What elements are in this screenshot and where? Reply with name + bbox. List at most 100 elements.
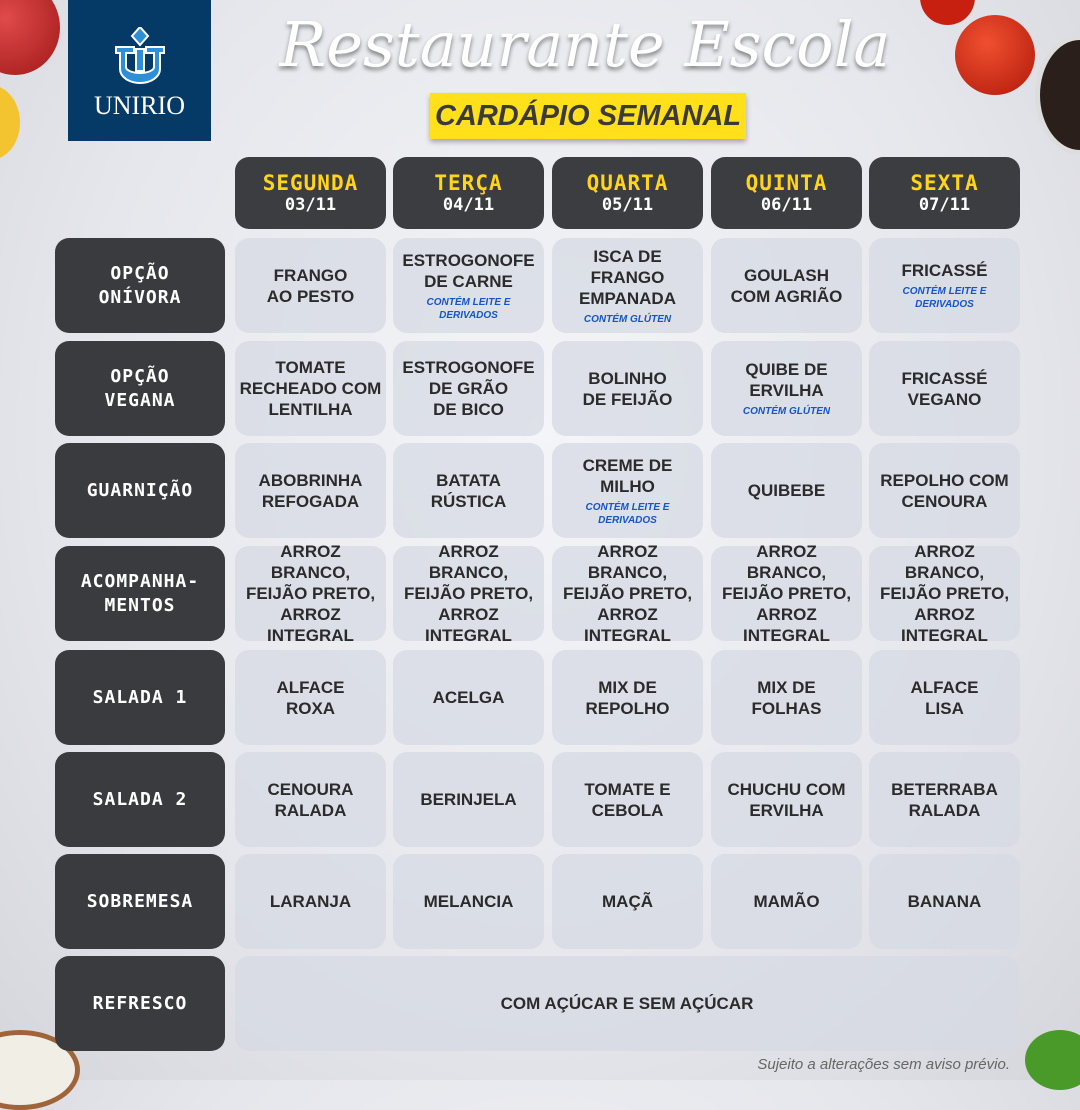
menu-cell: CENOURA RALADA	[235, 752, 386, 847]
dish-name: BANANA	[907, 892, 982, 911]
row-label: OPÇÃO ONÍVORA	[55, 238, 225, 333]
dish-name: TOMATE E CEBOLA	[584, 779, 671, 820]
dish-name: ALFACE LISA	[910, 677, 979, 718]
menu-cell: ESTROGONOFE DE GRÃO DE BICO	[393, 341, 544, 436]
dish-name: QUIBE DE ERVILHA	[745, 360, 828, 400]
dish-name: MAMÃO	[753, 892, 820, 911]
dish-name: ARROZ BRANCO, FEIJÃO PRETO, ARROZ INTEGR…	[562, 542, 693, 645]
menu-cell: MELANCIA	[393, 854, 544, 949]
dish-name: FRICASSÉ	[901, 261, 988, 280]
dish-name: BETERRABA RALADA	[891, 779, 998, 820]
refresco-cell: COM AÇÚCAR E SEM AÇÚCAR	[235, 956, 1019, 1051]
day-name: SEGUNDA	[262, 171, 359, 195]
menu-cell: GOULASH COM AGRIÃO	[711, 238, 862, 333]
menu-cell: ARROZ BRANCO, FEIJÃO PRETO, ARROZ INTEGR…	[235, 542, 386, 645]
menu-cell: ESTROGONOFE DE CARNE CONTÉM LEITE E DERIV…	[393, 238, 544, 333]
dish-name: QUIBEBE	[747, 481, 826, 500]
dish-name: FRANGO AO PESTO	[266, 265, 355, 306]
day-name: QUARTA	[586, 171, 669, 195]
dish-name: TOMATE RECHEADO COM LENTILHA	[239, 358, 382, 419]
day-name: SEXTA	[910, 171, 979, 195]
allergen-note: CONTÉM GLÚTEN	[742, 406, 831, 417]
dish-name: BATATA RÚSTICA	[430, 470, 507, 511]
day-date: 06/11	[760, 195, 813, 215]
dish-name: FRICASSÉ VEGANO	[901, 368, 988, 409]
refresco-text: COM AÇÚCAR E SEM AÇÚCAR	[500, 994, 754, 1013]
menu-cell: BANANA	[869, 854, 1020, 949]
dish-name: ESTROGONOFE DE CARNE	[402, 250, 535, 291]
dish-name: ESTROGONOFE DE GRÃO DE BICO	[402, 358, 535, 419]
row-label: SOBREMESA	[55, 854, 225, 949]
menu-cell: BOLINHO DE FEIJÃO	[552, 341, 703, 436]
dish-name: ABOBRINHA REFOGADA	[258, 470, 363, 511]
day-header: SEGUNDA 03/11	[235, 157, 386, 229]
menu-cell: MAMÃO	[711, 854, 862, 949]
logo-text: UNIRIO	[94, 91, 185, 120]
menu-cell: ARROZ BRANCO, FEIJÃO PRETO, ARROZ INTEGR…	[552, 542, 703, 645]
menu-cell: FRANGO AO PESTO	[235, 238, 386, 333]
menu-cell: QUIBEBE	[711, 443, 862, 538]
day-date: 05/11	[601, 195, 654, 215]
dish-name: ARROZ BRANCO, FEIJÃO PRETO, ARROZ INTEGR…	[245, 542, 376, 645]
menu-cell: ARROZ BRANCO, FEIJÃO PRETO, ARROZ INTEGR…	[393, 542, 544, 645]
menu-cell: CHUCHU COM ERVILHA	[711, 752, 862, 847]
menu-cell: ARROZ BRANCO, FEIJÃO PRETO, ARROZ INTEGR…	[711, 542, 862, 645]
menu-cell: ABOBRINHA REFOGADA	[235, 443, 386, 538]
dish-name: LARANJA	[269, 892, 352, 911]
dish-name: CREME DE MILHO	[582, 455, 673, 496]
pepper-bowl-decoration	[1035, 35, 1080, 155]
day-name: TERÇA	[434, 171, 503, 195]
dish-name: GOULASH COM AGRIÃO	[730, 265, 843, 306]
menu-cell: CREME DE MILHO CONTÉM LEITE E DERIVADOS	[552, 443, 703, 538]
menu-cell: FRICASSÉ VEGANO	[869, 341, 1020, 436]
menu-cell: ISCA DE FRANGO EMPANADA CONTÉM GLÚTEN	[552, 238, 703, 333]
menu-cell: LARANJA	[235, 854, 386, 949]
dish-name: ACELGA	[432, 688, 505, 707]
menu-cell: MAÇÃ	[552, 854, 703, 949]
dish-name: CENOURA RALADA	[267, 779, 354, 820]
day-header: TERÇA 04/11	[393, 157, 544, 229]
dish-name: REPOLHO COM CENOURA	[880, 470, 1009, 511]
menu-cell: BATATA RÚSTICA	[393, 443, 544, 538]
dish-name: CHUCHU COM ERVILHA	[727, 779, 846, 820]
menu-cell: REPOLHO COM CENOURA	[869, 443, 1020, 538]
page-subtitle: CARDÁPIO SEMANAL	[430, 93, 746, 139]
row-label: ACOMPANHA- MENTOS	[55, 546, 225, 641]
menu-cell: MIX DE FOLHAS	[711, 650, 862, 745]
day-date: 04/11	[442, 195, 495, 215]
row-label: GUARNIÇÃO	[55, 443, 225, 538]
allergen-note: CONTÉM GLÚTEN	[583, 313, 672, 325]
dish-name: ISCA DE FRANGO EMPANADA	[579, 246, 676, 308]
menu-cell: BERINJELA	[393, 752, 544, 847]
apple-decoration	[0, 0, 60, 75]
row-label: SALADA 2	[55, 752, 225, 847]
dish-name: BOLINHO DE FEIJÃO	[582, 368, 673, 409]
dish-name: MELANCIA	[423, 892, 514, 911]
day-date: 07/11	[918, 195, 971, 215]
menu-cell: ALFACE ROXA	[235, 650, 386, 745]
page-title: Restaurante Escola	[279, 8, 891, 81]
dish-name: ALFACE ROXA	[276, 677, 345, 718]
dish-name: ARROZ BRANCO, FEIJÃO PRETO, ARROZ INTEGR…	[879, 542, 1010, 645]
menu-cell: MIX DE REPOLHO	[552, 650, 703, 745]
lemon-decoration	[0, 85, 20, 160]
basil-decoration	[1025, 1030, 1080, 1090]
menu-cell: ALFACE LISA	[869, 650, 1020, 745]
dish-name: BERINJELA	[420, 790, 517, 809]
dish-name: ARROZ BRANCO, FEIJÃO PRETO, ARROZ INTEGR…	[403, 542, 534, 645]
tomato-decoration	[955, 15, 1035, 95]
dish-name: MAÇÃ	[602, 892, 653, 911]
menu-cell: BETERRABA RALADA	[869, 752, 1020, 847]
footer-disclaimer: Sujeito a alterações sem aviso prévio.	[757, 1056, 1010, 1073]
menu-cell: FRICASSÉ CONTÉM LEITE E DERIVADOS	[869, 238, 1020, 333]
allergen-note: CONTÉM LEITE E DERIVADOS	[902, 286, 987, 310]
allergen-note: CONTÉM LEITE E DERIVADOS	[426, 296, 511, 321]
dish-name: MIX DE REPOLHO	[585, 677, 670, 718]
menu-cell: TOMATE RECHEADO COM LENTILHA	[235, 341, 386, 436]
unirio-logo: UNIRIO	[68, 0, 211, 141]
row-label: OPÇÃO VEGANA	[55, 341, 225, 436]
menu-cell: TOMATE E CEBOLA	[552, 752, 703, 847]
dish-name: ARROZ BRANCO, FEIJÃO PRETO, ARROZ INTEGR…	[721, 542, 852, 645]
menu-cell: QUIBE DE ERVILHA CONTÉM GLÚTEN	[711, 341, 862, 436]
tomato-decoration	[920, 0, 975, 25]
